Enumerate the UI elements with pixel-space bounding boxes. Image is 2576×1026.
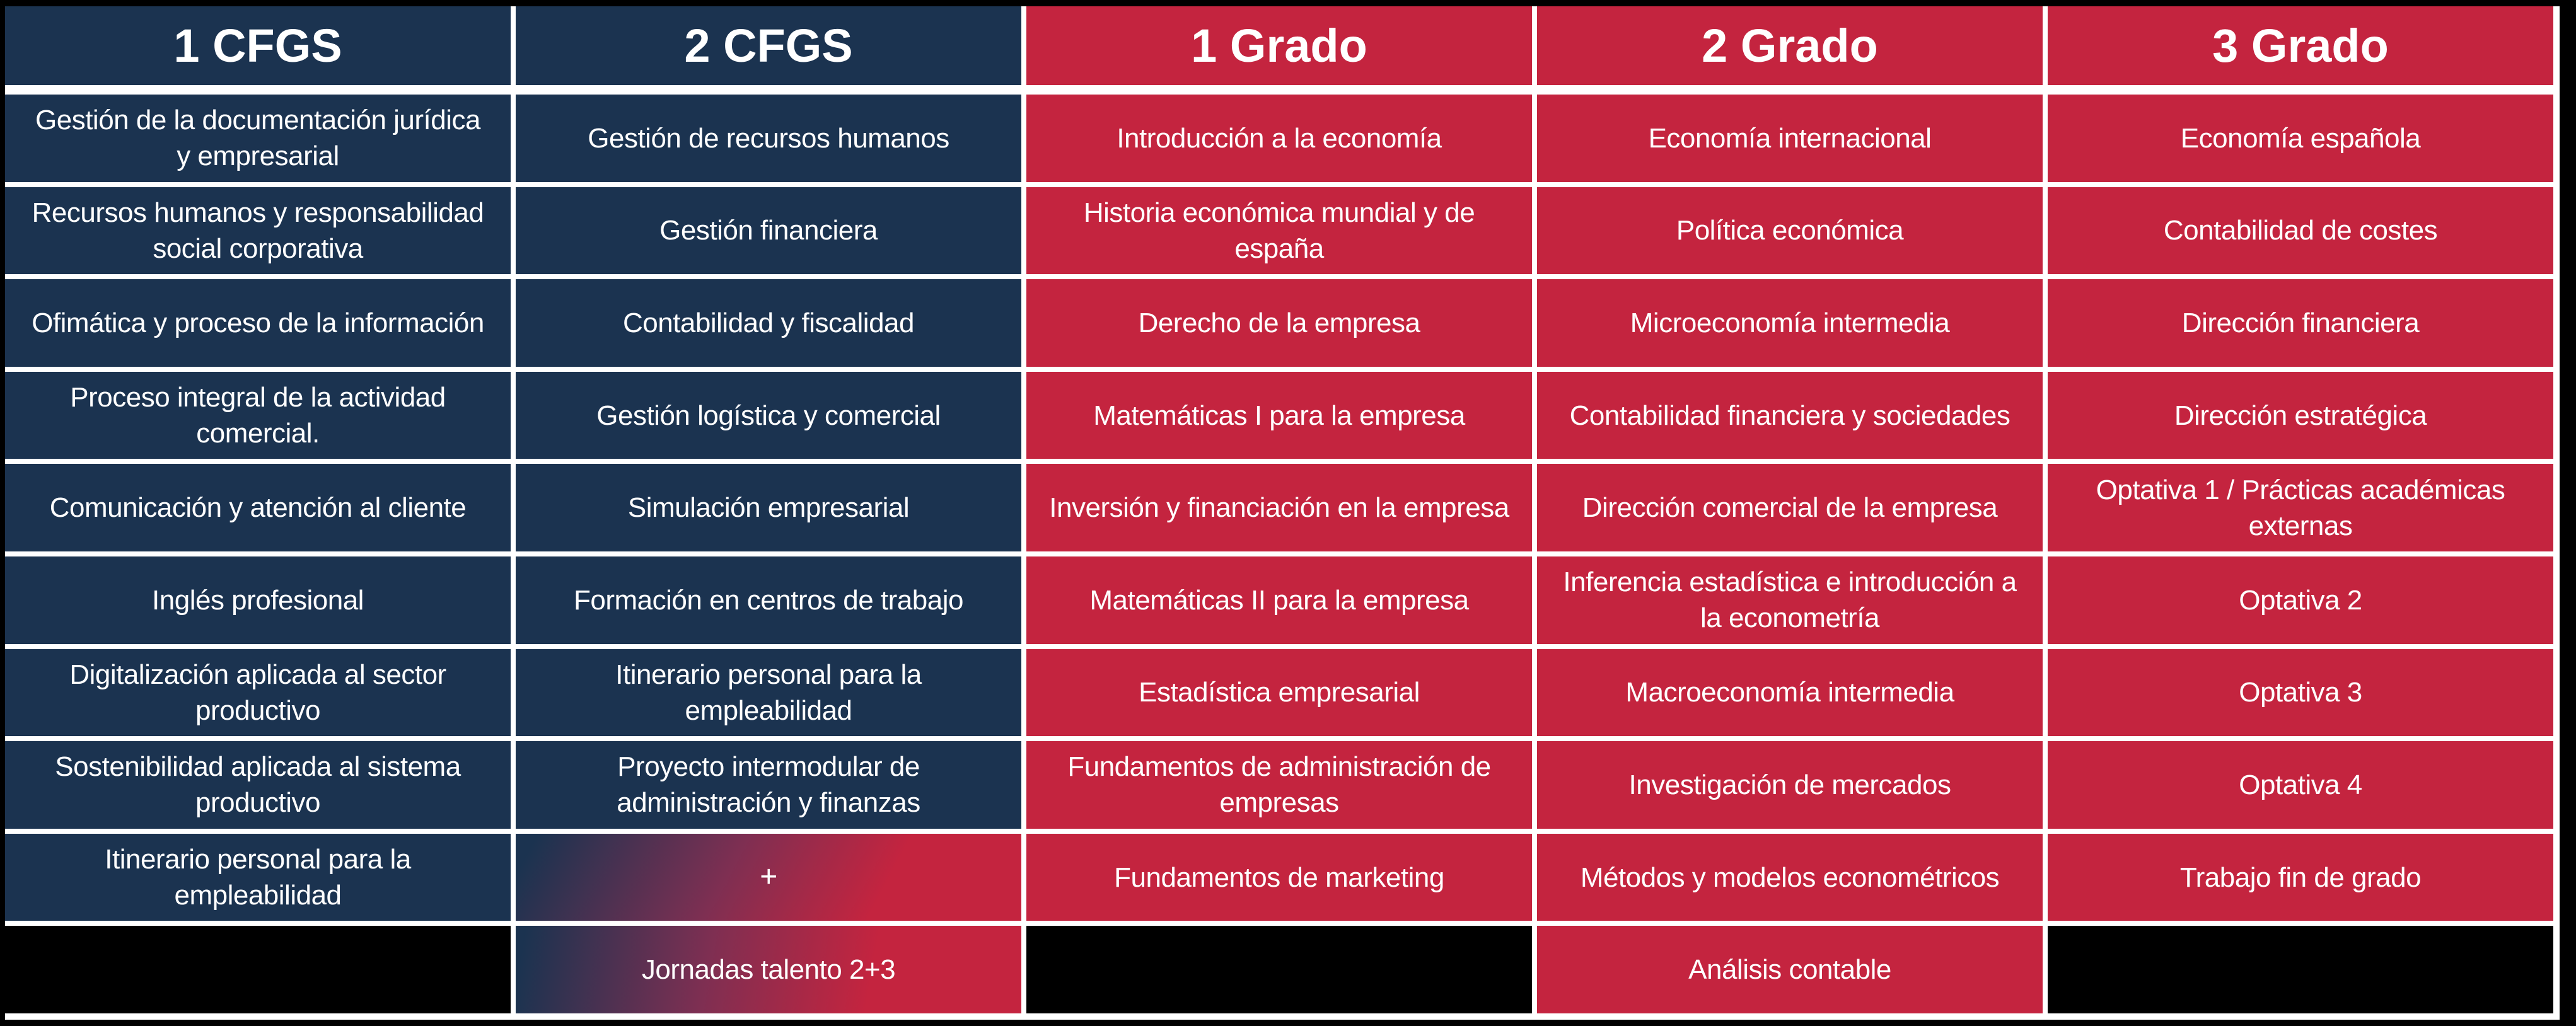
table-cell-r3c3: Derecho de la empresa — [1026, 279, 1532, 367]
header-cell-3: 1 Grado — [1026, 6, 1532, 85]
empty-cell — [1026, 926, 1532, 1013]
table-cell-r1c2: Gestión de recursos humanos — [516, 95, 1021, 182]
header-cell-4: 2 Grado — [1537, 6, 2043, 85]
table-cell-r9c4: Métodos y modelos econométricos — [1537, 833, 2043, 921]
table-cell-r1c1: Gestión de la documentación jurídica y e… — [5, 95, 511, 182]
table-cell-r9c3: Fundamentos de marketing — [1026, 833, 1532, 921]
table-cell-r5c5: Optativa 1 / Prácticas académicas extern… — [2048, 464, 2553, 551]
table-cell-r4c2: Gestión logística y comercial — [516, 371, 1021, 459]
table-cell-r5c1: Comunicación y atención al cliente — [5, 464, 511, 551]
empty-cell — [5, 926, 511, 1013]
table-cell-r3c5: Dirección financiera — [2048, 279, 2553, 367]
table-cell-r5c3: Inversión y financiación en la empresa — [1026, 464, 1532, 551]
table-cell-r7c5: Optativa 3 — [2048, 648, 2553, 737]
table-cell-r7c2: Itinerario personal para la empleabilida… — [516, 648, 1021, 737]
table-cell-r7c1: Digitalización aplicada al sector produc… — [5, 648, 511, 737]
table-cell-r4c5: Dirección estratégica — [2048, 371, 2553, 459]
header-row: 1 CFGS 2 CFGS 1 Grado 2 Grado 3 Grado — [5, 6, 2553, 85]
table-cell-r9c1: Itinerario personal para la empleabilida… — [5, 833, 511, 921]
plus-cell: + — [516, 833, 1021, 921]
table-cell-r3c2: Contabilidad y fiscalidad — [516, 279, 1021, 367]
table-cell-r2c1: Recursos humanos y responsabilidad socia… — [5, 187, 511, 275]
table-cell-r4c4: Contabilidad financiera y sociedades — [1537, 371, 2043, 459]
table-cell-r6c3: Matemáticas II para la empresa — [1026, 556, 1532, 644]
table-cell-r9c5: Trabajo fin de grado — [2048, 833, 2553, 921]
header-cell-1: 1 CFGS — [5, 6, 511, 85]
table-cell-r6c1: Inglés profesional — [5, 556, 511, 644]
table-cell-r7c4: Macroeconomía intermedia — [1537, 648, 2043, 737]
jornadas-talento-cell: Jornadas talento 2+3 — [516, 926, 1021, 1013]
table-cell-r1c3: Introducción a la economía — [1026, 95, 1532, 182]
table-cell-r4c3: Matemáticas I para la empresa — [1026, 371, 1532, 459]
body-grid: Gestión de la documentación jurídica y e… — [5, 95, 2553, 1013]
table-cell-r2c5: Contabilidad de costes — [2048, 187, 2553, 275]
table-cell-r1c4: Economía internacional — [1537, 95, 2043, 182]
table-cell-r8c4: Investigación de mercados — [1537, 741, 2043, 829]
table-cell-r1c5: Economía española — [2048, 95, 2553, 182]
table-cell-r7c3: Estadística empresarial — [1026, 648, 1532, 737]
table-cell-r4c1: Proceso integral de la actividad comerci… — [5, 371, 511, 459]
table-cell-r3c1: Ofimática y proceso de la información — [5, 279, 511, 367]
table-cell-r6c5: Optativa 2 — [2048, 556, 2553, 644]
analisis-contable-cell: Análisis contable — [1537, 926, 2043, 1013]
table-cell-r6c4: Inferencia estadística e introducción a … — [1537, 556, 2043, 644]
table-cell-r8c2: Proyecto intermodular de administración … — [516, 741, 1021, 829]
table-cell-r6c2: Formación en centros de trabajo — [516, 556, 1021, 644]
empty-cell — [2048, 926, 2553, 1013]
table-cell-r3c4: Microeconomía intermedia — [1537, 279, 2043, 367]
table-cell-r2c2: Gestión financiera — [516, 187, 1021, 275]
table-cell-r8c1: Sostenibilidad aplicada al sistema produ… — [5, 741, 511, 829]
header-cell-2: 2 CFGS — [516, 6, 1021, 85]
table-cell-r8c5: Optativa 4 — [2048, 741, 2553, 829]
table-cell-r2c3: Historia económica mundial y de españa — [1026, 187, 1532, 275]
curriculum-table: 1 CFGS 2 CFGS 1 Grado 2 Grado 3 Grado Gestió… — [5, 6, 2560, 1020]
table-cell-r5c2: Simulación empresarial — [516, 464, 1021, 551]
table-cell-r8c3: Fundamentos de administración de empresa… — [1026, 741, 1532, 829]
table-cell-r5c4: Dirección comercial de la empresa — [1537, 464, 2043, 551]
table-cell-r2c4: Política económica — [1537, 187, 2043, 275]
header-cell-5: 3 Grado — [2048, 6, 2553, 85]
